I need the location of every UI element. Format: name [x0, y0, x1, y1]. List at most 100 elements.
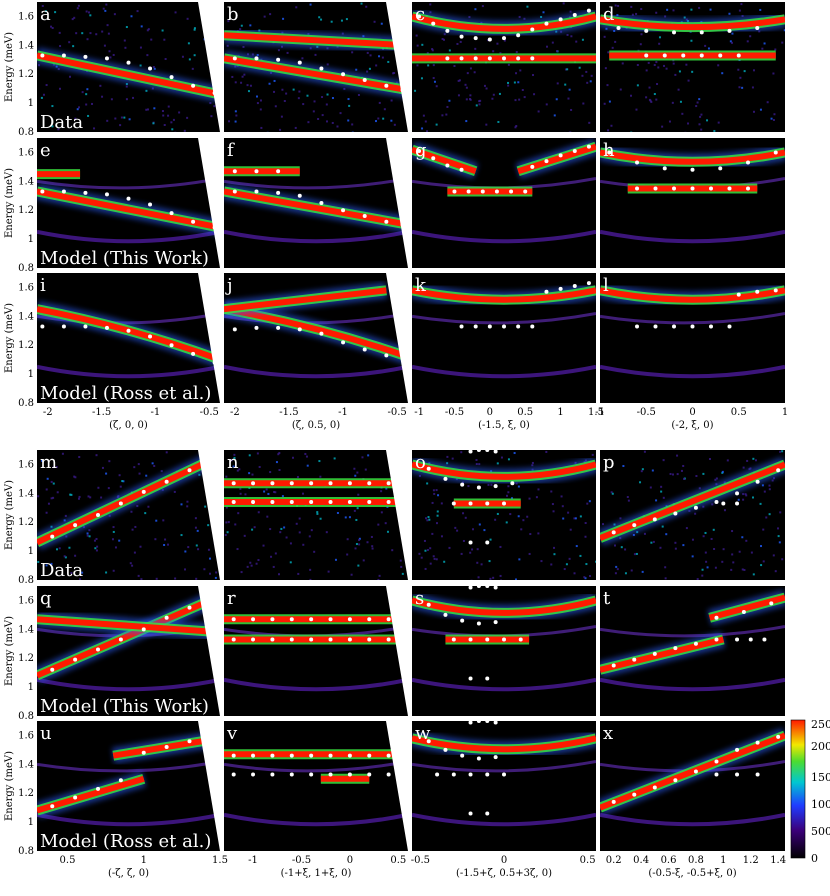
noise-speckle	[650, 100, 653, 103]
noise-speckle	[523, 17, 526, 20]
noise-speckle	[259, 108, 262, 111]
data-point	[73, 523, 78, 528]
data-point	[270, 637, 275, 642]
noise-speckle	[297, 97, 300, 100]
noise-speckle	[569, 528, 572, 531]
data-point	[586, 8, 591, 13]
colorbar-tick: 2500	[811, 718, 830, 731]
noise-speckle	[195, 544, 198, 547]
noise-speckle	[744, 493, 747, 496]
noise-speckle	[86, 38, 89, 41]
data-point	[693, 505, 698, 510]
noise-speckle	[390, 99, 393, 102]
noise-speckle	[639, 43, 642, 46]
data-point	[83, 54, 88, 59]
noise-speckle	[481, 5, 484, 8]
noise-speckle	[163, 38, 166, 41]
data-point	[735, 491, 740, 496]
noise-speckle	[696, 578, 699, 580]
noise-speckle	[640, 8, 643, 11]
noise-speckle	[759, 502, 762, 505]
y-tick-label: 1	[28, 369, 34, 380]
data-point	[367, 500, 372, 504]
noise-speckle	[174, 11, 177, 14]
noise-speckle	[334, 558, 337, 561]
noise-speckle	[586, 502, 589, 505]
data-point	[347, 637, 352, 642]
data-point	[493, 721, 498, 725]
weak-mode	[412, 677, 596, 692]
noise-speckle	[325, 120, 328, 123]
noise-speckle	[490, 483, 493, 486]
x-tick-label: 0.5	[517, 407, 533, 418]
x-tick-label: 1.5	[588, 407, 604, 418]
weak-mode	[412, 364, 596, 379]
noise-speckle	[766, 101, 769, 104]
data-point	[426, 739, 431, 744]
noise-speckle	[269, 471, 272, 474]
noise-speckle	[418, 552, 421, 555]
panel-grid: a Data 1.6 1.4 1.2 1 0.8 Energy (meV) b c d e Model …	[4, 2, 788, 879]
noise-speckle	[499, 574, 502, 577]
weak-mode	[224, 812, 408, 827]
noise-speckle	[778, 541, 781, 544]
noise-speckle	[85, 10, 88, 13]
data-point	[276, 57, 281, 62]
noise-speckle	[448, 99, 451, 102]
noise-speckle	[369, 54, 372, 57]
noise-speckle	[353, 509, 356, 512]
noise-speckle	[424, 549, 427, 552]
noise-speckle	[738, 86, 741, 89]
noise-speckle	[428, 518, 431, 521]
noise-speckle	[248, 454, 251, 457]
data-point	[502, 324, 506, 329]
data-point	[141, 627, 146, 632]
x-axis-label: (ζ, 0, 0)	[109, 420, 148, 431]
noise-speckle	[377, 523, 380, 526]
noise-speckle	[773, 113, 776, 116]
data-point	[73, 795, 78, 800]
weak-mode	[600, 812, 785, 827]
noise-speckle	[721, 560, 724, 563]
noise-speckle	[762, 528, 765, 531]
noise-speckle	[731, 530, 734, 533]
noise-speckle	[163, 124, 166, 127]
data-point	[468, 450, 473, 454]
noise-speckle	[649, 486, 652, 489]
y-tick-label: 0.8	[18, 127, 34, 138]
mode-band	[37, 52, 220, 98]
colorbar-ticks: 2500 2000 1500 1000 500 0	[811, 718, 830, 865]
noise-speckle	[556, 82, 559, 85]
noise-speckle	[651, 469, 654, 472]
noise-speckle	[74, 117, 77, 120]
noise-speckle	[112, 526, 115, 529]
noise-speckle	[602, 523, 605, 526]
noise-speckle	[522, 519, 525, 522]
data-point	[328, 753, 333, 758]
noise-speckle	[327, 570, 330, 573]
noise-speckle	[280, 115, 283, 118]
noise-speckle	[551, 41, 554, 44]
y-tick-label: 0.8	[18, 846, 34, 857]
noise-speckle	[440, 535, 443, 538]
noise-speckle	[630, 94, 633, 97]
panel-letter: r	[227, 588, 236, 609]
data-point	[50, 534, 55, 539]
data-point	[635, 160, 639, 165]
weak-mode	[37, 176, 220, 190]
data-point	[518, 637, 523, 642]
data-point	[61, 53, 66, 58]
noise-speckle	[110, 98, 113, 101]
noise-speckle	[595, 560, 596, 563]
data-point	[384, 353, 389, 358]
noise-speckle	[459, 40, 462, 43]
noise-speckle	[496, 42, 499, 45]
x-tick-label: 0	[487, 407, 493, 418]
data-point	[485, 772, 490, 777]
noise-speckle	[698, 487, 701, 490]
noise-speckle	[426, 548, 429, 551]
data-point	[309, 772, 314, 777]
noise-speckle	[540, 15, 543, 18]
data-point	[727, 28, 732, 33]
noise-speckle	[321, 114, 324, 117]
